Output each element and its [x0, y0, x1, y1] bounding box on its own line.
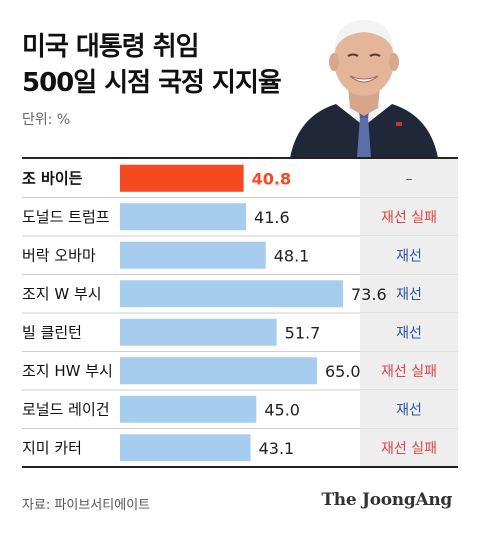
result-cell-bg — [360, 274, 458, 313]
bar — [120, 280, 344, 308]
result-label: – — [406, 171, 413, 187]
unit-label: 단위: % — [22, 112, 71, 128]
bar — [120, 164, 244, 192]
category-label: 조지 HW 부시 — [22, 362, 113, 380]
category-label: 빌 클린턴 — [22, 323, 82, 341]
category-label: 조지 W 부시 — [22, 285, 102, 303]
data-label: 45.0 — [264, 400, 300, 419]
bar — [120, 434, 251, 462]
data-label: 48.1 — [274, 246, 310, 265]
publisher-logo: The JoongAng — [321, 490, 452, 510]
bar — [120, 357, 317, 385]
data-label: 40.8 — [252, 169, 291, 188]
result-cell-bg — [360, 428, 458, 467]
data-label: 43.1 — [259, 439, 295, 458]
president-portrait — [290, 20, 438, 158]
result-cell-bg — [360, 390, 458, 429]
result-label: 재선 — [396, 402, 422, 418]
result-cell-bg — [360, 313, 458, 352]
category-label: 지미 카터 — [22, 439, 82, 457]
result-label: 재선 — [396, 325, 422, 341]
data-label: 65.0 — [325, 362, 361, 381]
chart-title-line-1: 미국 대통령 취임 — [22, 32, 200, 62]
table-top-rule — [22, 157, 458, 159]
category-label: 로널드 레이건 — [22, 400, 110, 418]
category-label: 조 바이든 — [22, 169, 83, 187]
result-cell-bg — [360, 197, 458, 236]
source-note: 자료: 파이브서티에이트 — [22, 498, 151, 513]
bar — [120, 241, 266, 269]
result-label: 재선 — [396, 248, 422, 264]
data-label: 41.6 — [254, 208, 290, 227]
data-label: 73.6 — [351, 285, 387, 304]
result-label: 재선 — [396, 287, 422, 303]
category-label: 도널드 트럼프 — [22, 208, 110, 226]
data-label: 51.7 — [285, 323, 321, 342]
result-cell-bg — [360, 159, 458, 198]
bar — [120, 395, 257, 423]
result-cell-bg — [360, 351, 458, 390]
result-label: 재선 실패 — [381, 441, 437, 457]
result-cell-bg — [360, 236, 458, 275]
result-label: 재선 실패 — [381, 364, 437, 380]
chart-title-line-2: 500일 시점 국정 지지율 — [22, 68, 282, 98]
result-label: 재선 실패 — [381, 210, 437, 226]
category-label: 버락 오바마 — [22, 246, 96, 264]
bar — [120, 318, 277, 346]
bar — [120, 203, 247, 231]
